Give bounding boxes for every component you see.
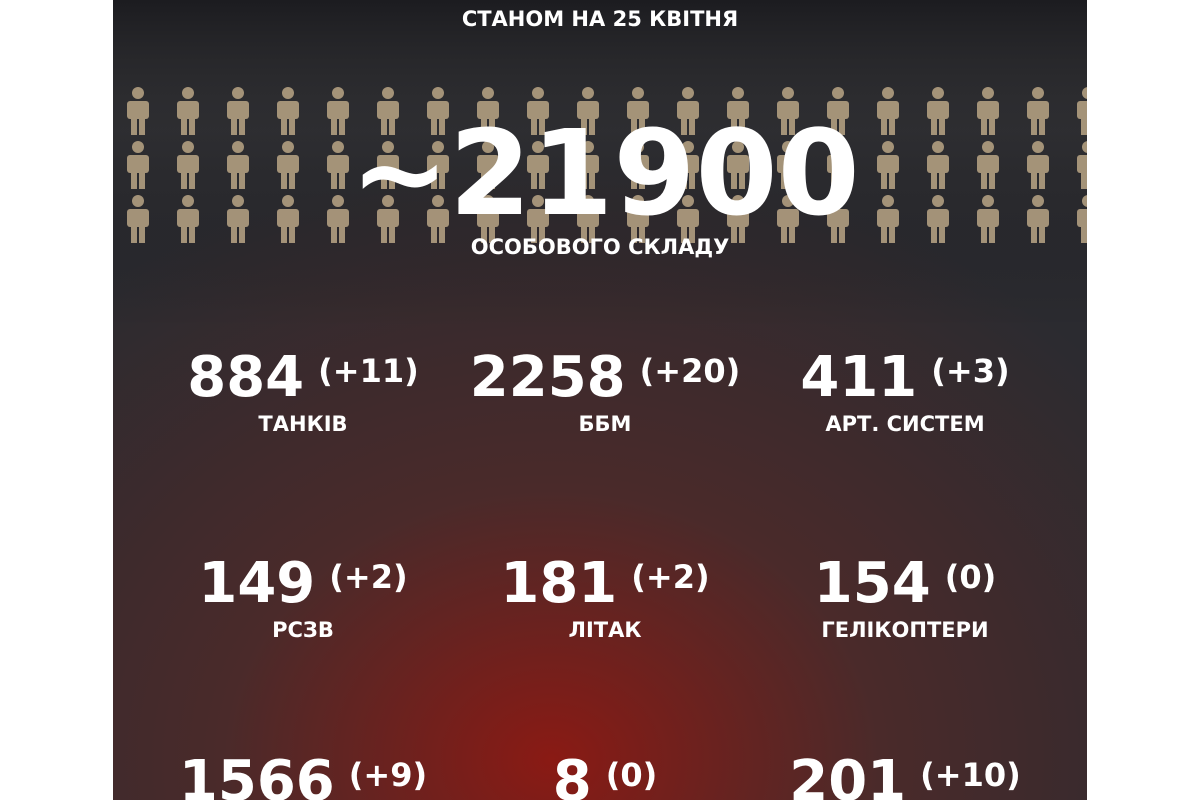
stat-delta: (+11) [318, 352, 419, 390]
stat: 884 (+11) [187, 345, 419, 410]
stat-value: 1566 [179, 749, 335, 800]
stat: 149 (+2) [198, 551, 407, 616]
stat-value: 149 [198, 551, 315, 616]
stats-grid: 884 (+11) ТАНКІВ 2258 (+20) ББМ 411 (+3) АРТ. СИ… [179, 345, 1021, 800]
stat-value: 2258 [470, 345, 626, 410]
stat-delta: (0) [606, 756, 658, 794]
person-icons [113, 85, 1087, 247]
stat-delta: (0) [945, 558, 997, 596]
stat-delta: (+2) [329, 558, 407, 596]
stat: 201 (+10) [789, 749, 1021, 800]
personnel-value: ~21900 [350, 104, 859, 242]
stat-delta: (+10) [920, 756, 1021, 794]
stat-label: ГЕЛІКОПТЕРИ [821, 618, 988, 642]
stat-value: 8 [553, 749, 592, 800]
stat: 2258 (+20) [470, 345, 740, 410]
stat-value: 884 [187, 345, 304, 410]
stat-delta: (+20) [640, 352, 741, 390]
stat: 411 (+3) [800, 345, 1009, 410]
stat: 181 (+2) [500, 551, 709, 616]
stat-value: 411 [800, 345, 917, 410]
stat-label: ЛІТАК [569, 618, 642, 642]
stat-value: 201 [789, 749, 906, 800]
stat-delta: (+3) [931, 352, 1009, 390]
stat-delta: (+9) [349, 756, 427, 794]
stat-value: 181 [500, 551, 617, 616]
date: СТАНОМ НА 25 КВІТНЯ [462, 7, 738, 31]
stat-label: РСЗВ [272, 618, 334, 642]
stat-label: ТАНКІВ [258, 412, 347, 436]
stat: 154 (0) [814, 551, 996, 616]
stat-label: АРТ. СИСТЕМ [825, 412, 984, 436]
personnel-label: ОСОБОВОГО СКЛАДУ [471, 235, 730, 259]
stat-label: ББМ [579, 412, 632, 436]
stat: 8 (0) [553, 749, 657, 800]
stat-delta: (+2) [631, 558, 709, 596]
stat-value: 154 [814, 551, 931, 616]
stat: 1566 (+9) [179, 749, 427, 800]
